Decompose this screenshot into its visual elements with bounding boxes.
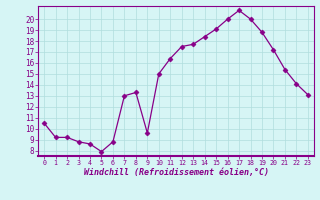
X-axis label: Windchill (Refroidissement éolien,°C): Windchill (Refroidissement éolien,°C) (84, 168, 268, 177)
